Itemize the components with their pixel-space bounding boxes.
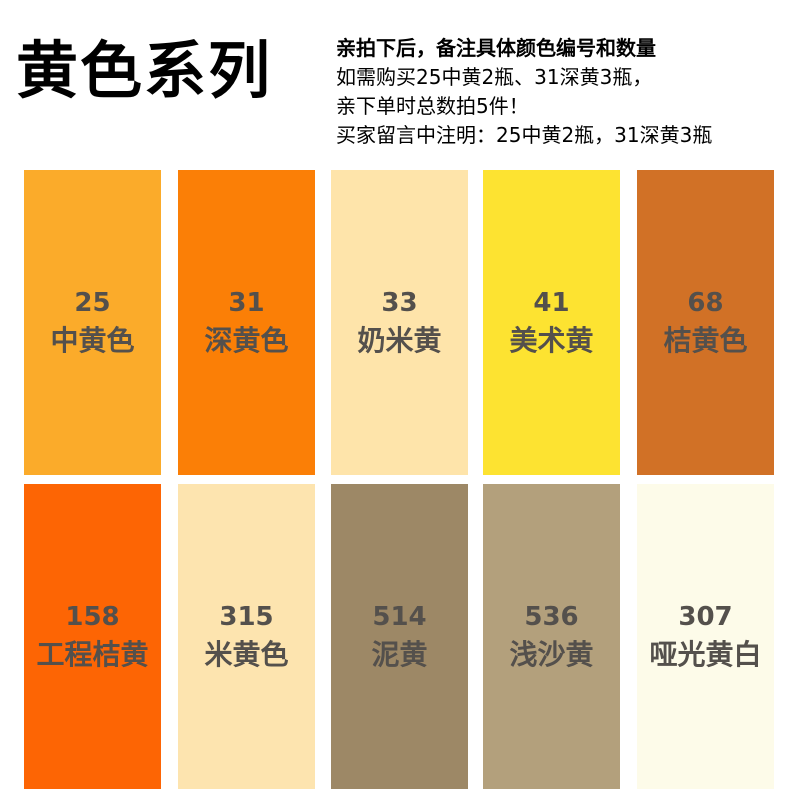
page-title: 黄色系列 <box>16 34 273 107</box>
swatch-code: 536 <box>524 601 579 632</box>
swatch-514: 514 泥黄 <box>331 484 468 789</box>
swatch-code: 68 <box>687 287 724 318</box>
swatch-code: 158 <box>65 601 120 632</box>
swatch-68: 68 桔黄色 <box>637 170 774 475</box>
note-line-2: 如需购买25中黄2瓶、31深黄3瓶， <box>336 65 653 89</box>
note-line-4: 买家留言中注明：25中黄2瓶，31深黄3瓶 <box>336 123 713 147</box>
swatch-158: 158 工程桔黄 <box>24 484 161 789</box>
swatch-536: 536 浅沙黄 <box>483 484 620 789</box>
swatch-code: 33 <box>381 287 418 318</box>
note-line-1: 亲拍下后，备注具体颜色编号和数量 <box>336 36 656 60</box>
swatch-name: 奶米黄 <box>357 323 442 357</box>
swatch-33: 33 奶米黄 <box>331 170 468 475</box>
swatch-code: 31 <box>228 287 265 318</box>
order-notes: 亲拍下后，备注具体颜色编号和数量 如需购买25中黄2瓶、31深黄3瓶， 亲下单时… <box>336 34 786 150</box>
swatch-name: 工程桔黄 <box>36 637 149 671</box>
swatch-code: 41 <box>533 287 570 318</box>
note-line-3: 亲下单时总数拍5件！ <box>336 94 529 118</box>
swatch-name: 美术黄 <box>509 323 594 357</box>
swatch-315: 315 米黄色 <box>178 484 315 789</box>
swatch-code: 315 <box>219 601 274 632</box>
swatch-name: 浅沙黄 <box>509 637 594 671</box>
swatch-name: 中黄色 <box>50 323 135 357</box>
swatch-31: 31 深黄色 <box>178 170 315 475</box>
swatch-307: 307 哑光黄白 <box>637 484 774 789</box>
swatch-name: 米黄色 <box>204 637 289 671</box>
swatch-code: 307 <box>678 601 733 632</box>
swatch-code: 25 <box>74 287 111 318</box>
swatch-name: 桔黄色 <box>663 323 748 357</box>
swatch-25: 25 中黄色 <box>24 170 161 475</box>
swatch-name: 深黄色 <box>204 323 289 357</box>
swatch-code: 514 <box>372 601 427 632</box>
swatch-41: 41 美术黄 <box>483 170 620 475</box>
swatch-name: 泥黄 <box>371 637 428 671</box>
swatch-name: 哑光黄白 <box>649 637 762 671</box>
